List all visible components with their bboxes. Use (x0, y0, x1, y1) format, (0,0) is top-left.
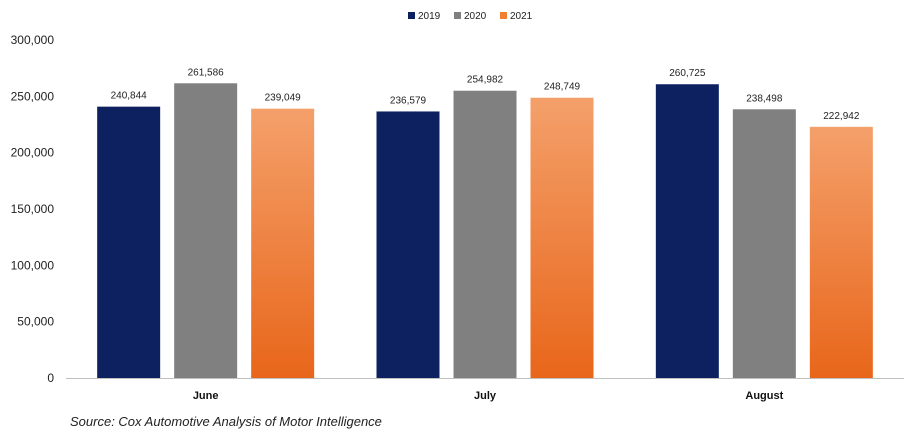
legend-swatch-2019 (408, 12, 415, 19)
bar-2020-august (732, 109, 796, 379)
x-category-label: June (193, 390, 219, 402)
source-note: Source: Cox Automotive Analysis of Motor… (70, 414, 382, 429)
legend-swatch-2021 (500, 12, 507, 19)
bar-2019-june (97, 106, 161, 378)
y-tick-label: 200,000 (11, 146, 55, 160)
data-label: 261,586 (188, 67, 225, 78)
x-axis: June July August (193, 390, 784, 402)
bar-2020-june (174, 83, 238, 378)
data-label: 260,725 (669, 68, 706, 79)
data-label: 248,749 (544, 82, 581, 93)
y-tick-label: 300,000 (11, 33, 55, 47)
legend-label: 2019 (418, 11, 441, 22)
data-label: 238,498 (746, 93, 783, 104)
bars: 240,844 261,586 239,049 236,579 254,982 248,7… (97, 67, 873, 379)
legend-label: 2020 (464, 11, 487, 22)
data-label: 240,844 (111, 91, 148, 102)
y-tick-label: 50,000 (17, 315, 54, 329)
y-axis: 0 50,000 100,000 150,000 200,000 250,000 300,0… (11, 33, 55, 385)
y-tick-label: 0 (47, 371, 54, 385)
data-label: 254,982 (467, 75, 504, 86)
bar-2019-july (376, 111, 440, 379)
bar-2019-august (655, 84, 719, 379)
bar-2021-june (251, 108, 315, 379)
bar-2021-july (530, 97, 594, 378)
data-label: 239,049 (265, 93, 302, 104)
legend: 2019 2020 2021 (408, 11, 533, 22)
y-tick-label: 250,000 (11, 89, 55, 103)
legend-label: 2021 (510, 11, 533, 22)
y-tick-label: 150,000 (11, 202, 55, 216)
x-category-label: July (474, 390, 497, 402)
bar-2020-july (453, 90, 517, 379)
data-label: 236,579 (390, 95, 427, 106)
y-tick-label: 100,000 (11, 258, 55, 272)
bar-2021-august (809, 126, 873, 378)
legend-swatch-2020 (454, 12, 461, 19)
data-label: 222,942 (823, 111, 860, 122)
x-category-label: August (745, 390, 783, 402)
